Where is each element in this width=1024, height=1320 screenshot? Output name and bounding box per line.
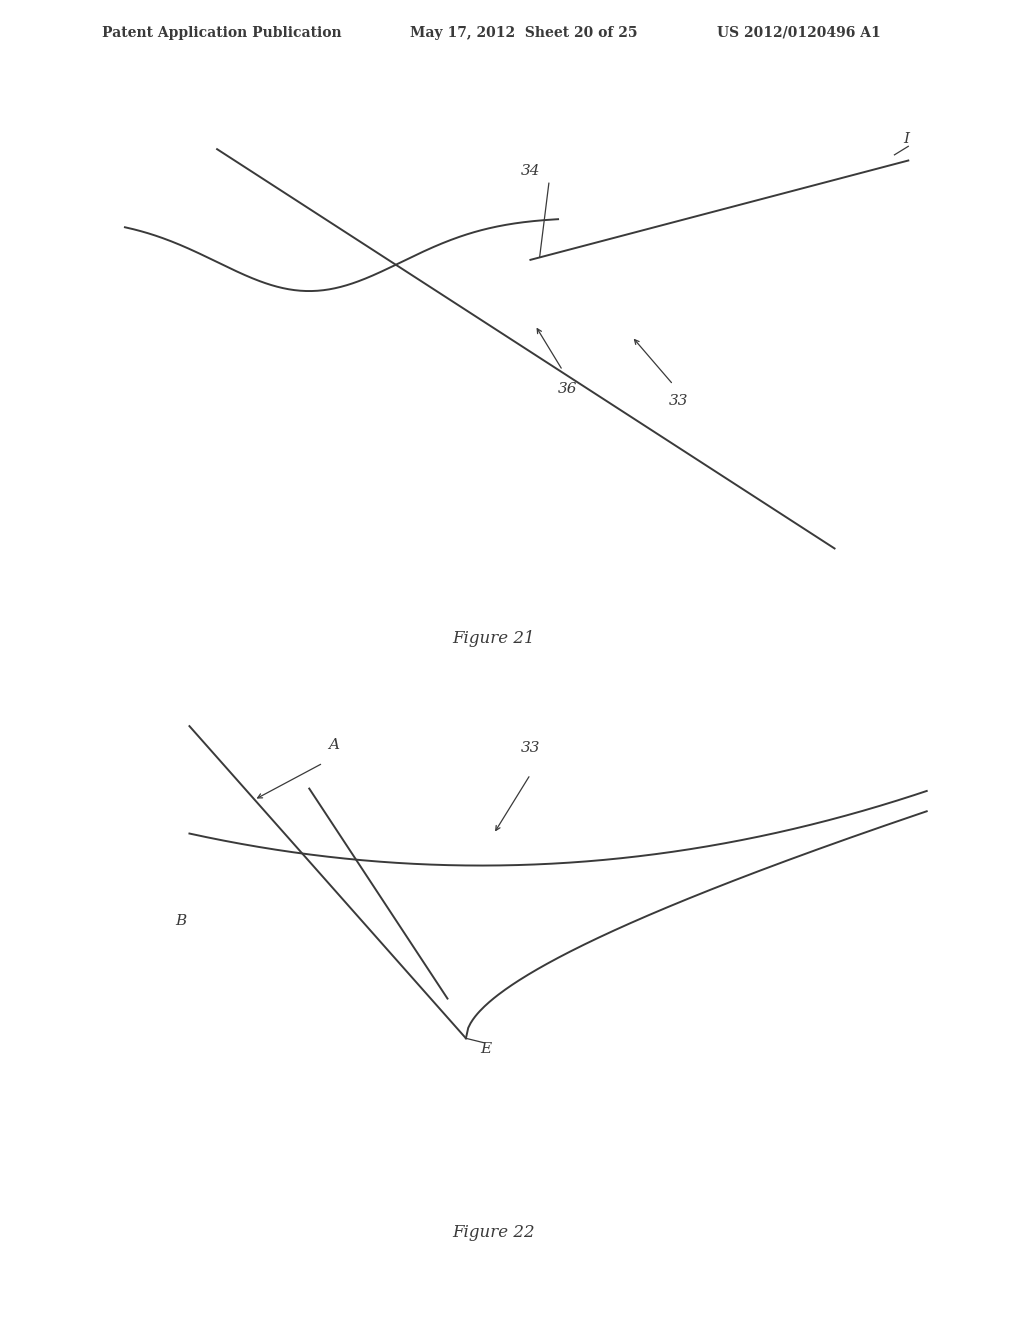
- Text: 34: 34: [521, 164, 541, 178]
- Text: May 17, 2012  Sheet 20 of 25: May 17, 2012 Sheet 20 of 25: [410, 26, 637, 40]
- Text: A: A: [328, 738, 339, 752]
- Text: US 2012/0120496 A1: US 2012/0120496 A1: [717, 26, 881, 40]
- Text: I: I: [904, 132, 909, 147]
- Text: Figure 22: Figure 22: [453, 1224, 535, 1241]
- Text: E: E: [480, 1041, 490, 1056]
- Text: Patent Application Publication: Patent Application Publication: [102, 26, 342, 40]
- Text: Figure 21: Figure 21: [453, 630, 535, 647]
- Text: 36: 36: [558, 383, 578, 396]
- Text: 33: 33: [669, 393, 688, 408]
- Text: B: B: [176, 913, 186, 928]
- Text: 33: 33: [521, 741, 541, 755]
